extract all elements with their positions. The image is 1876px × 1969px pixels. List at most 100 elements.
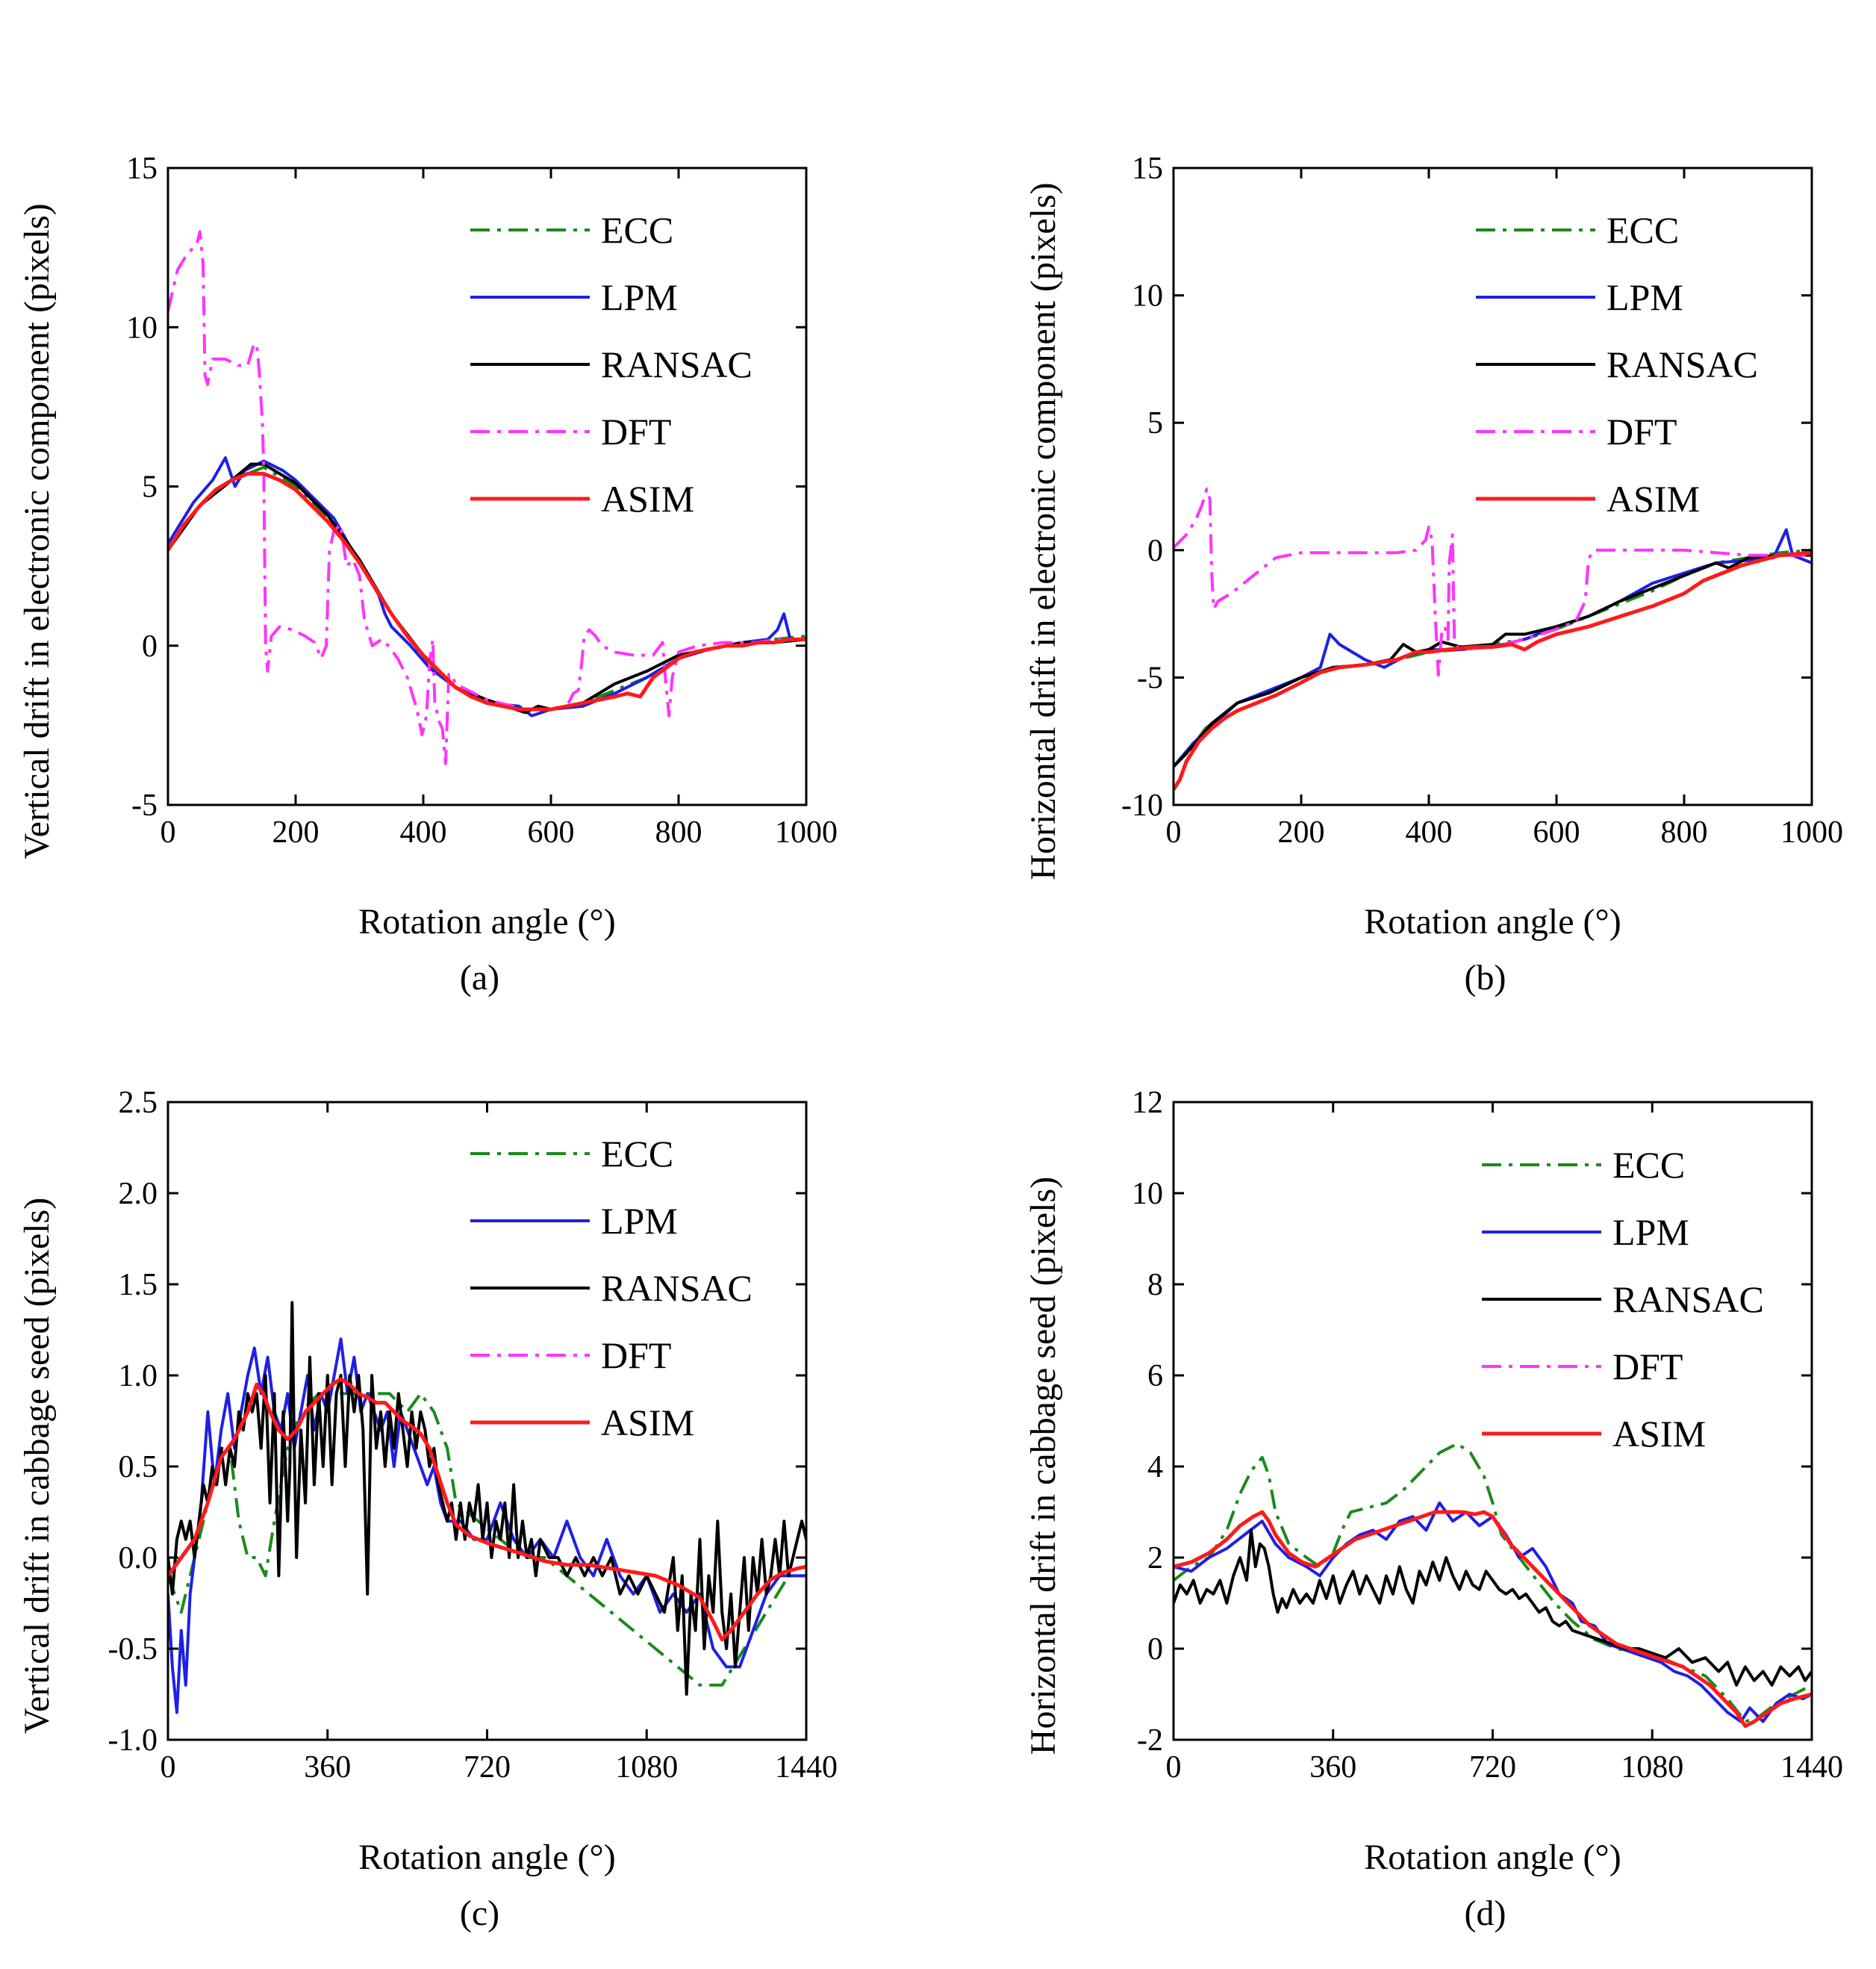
x-tick-label: 1440	[1780, 1750, 1843, 1785]
y-tick-label: 10	[126, 311, 158, 345]
y-tick-label: 0	[1147, 1632, 1163, 1667]
series-line-ecc	[1174, 1442, 1812, 1723]
legend-label-asim: ASIM	[1607, 478, 1700, 520]
x-axis-label: Rotation angle (°)	[358, 902, 615, 942]
y-tick-label: 0.0	[119, 1541, 158, 1575]
x-tick-label: 360	[304, 1750, 351, 1785]
series-group	[1174, 1442, 1812, 1729]
legend-label-asim: ASIM	[601, 1402, 694, 1443]
legend-label-ecc: ECC	[1607, 209, 1679, 251]
x-axis-label: Rotation angle (°)	[1364, 1838, 1621, 1877]
x-tick-label: 200	[1278, 815, 1325, 850]
y-tick-label: -10	[1121, 788, 1163, 823]
y-axis-label: Vertical drift in electronic component (…	[17, 203, 57, 859]
y-axis-label: Horizontal drift in electronic component…	[1023, 182, 1063, 880]
x-tick-label: 0	[1166, 815, 1182, 850]
y-axis-label: Vertical drift in cabbage seed (pixels)	[17, 1198, 57, 1734]
y-tick-label: 6	[1147, 1359, 1163, 1393]
series-line-dft	[1174, 487, 1812, 676]
x-tick-label: 200	[272, 815, 320, 850]
chart-panel-b: 0 200 400 600 800 1000 -10 -5 0 5 10 15 Rotation ang…	[1023, 152, 1843, 998]
chart-panel-c: 0 360 720 1080 1440 -1.0 -0.5 0.0 0.5 1.0 1.5 2.0 2.…	[17, 1086, 838, 1933]
x-tick-label: 800	[655, 815, 702, 850]
y-tick-label: 8	[1147, 1268, 1163, 1302]
series-line-ecc	[1174, 548, 1812, 768]
plot-frame	[1172, 167, 1813, 806]
x-tick-label: 720	[464, 1750, 511, 1785]
series-line-asim	[1174, 1510, 1812, 1729]
panel-caption: (b)	[1465, 958, 1506, 998]
y-tick-label: 2	[1147, 1541, 1163, 1575]
legend-label-dft: DFT	[1612, 1346, 1683, 1387]
y-tick-label: 4	[1147, 1450, 1163, 1484]
legend-label-lpm: LPM	[1612, 1211, 1689, 1253]
y-axis-label: Horizontal drift in cabbage seed (pixels…	[1023, 1177, 1063, 1755]
y-tick-label: 0.5	[119, 1450, 158, 1484]
x-tick-label: 720	[1469, 1750, 1516, 1785]
legend-label-lpm: LPM	[1607, 276, 1683, 318]
series-line-asim	[168, 471, 806, 712]
x-tick-label: 0	[1166, 1750, 1182, 1785]
series-line-asim	[1174, 550, 1812, 791]
x-tick-label: 1000	[775, 815, 838, 850]
y-tick-label: 10	[1132, 279, 1163, 314]
x-tick-label: 1000	[1780, 815, 1843, 850]
x-tick-label: 400	[400, 815, 447, 850]
legend-label-dft: DFT	[1607, 411, 1677, 452]
panel-caption: (d)	[1465, 1894, 1506, 1933]
y-tick-label: -5	[131, 788, 158, 823]
y-tick-label: 0	[1147, 534, 1163, 568]
series-line-ransac	[1174, 1528, 1812, 1687]
y-tick-label: 12	[1132, 1086, 1163, 1120]
series-line-ransac	[1174, 553, 1812, 768]
series-line-ecc	[168, 1392, 806, 1687]
series-group	[1174, 487, 1812, 791]
legend-label-ecc: ECC	[1612, 1144, 1685, 1186]
y-tick-label: 15	[126, 152, 158, 186]
y-tick-label: 15	[1132, 152, 1163, 186]
legend-label-dft: DFT	[601, 1334, 671, 1376]
series-line-lpm	[1174, 1501, 1812, 1723]
x-tick-label: 600	[1533, 815, 1580, 850]
y-tick-label: 1.5	[119, 1268, 158, 1302]
legend-label-ecc: ECC	[601, 209, 673, 251]
x-tick-label: 800	[1661, 815, 1708, 850]
x-tick-label: 0	[161, 1750, 176, 1785]
x-tick-label: 600	[528, 815, 575, 850]
plot-frame	[1172, 1101, 1813, 1741]
legend: ECC LPM RANSAC DFT ASIM	[1482, 1144, 1764, 1455]
legend: ECC LPM RANSAC DFT ASIM	[470, 1133, 752, 1443]
legend-label-asim: ASIM	[1612, 1413, 1706, 1455]
legend: ECC LPM RANSAC DFT ASIM	[1476, 209, 1758, 520]
y-tick-label: 1.0	[119, 1359, 158, 1393]
x-axis-label: Rotation angle (°)	[1364, 902, 1621, 942]
x-axis-label: Rotation angle (°)	[358, 1838, 615, 1877]
y-tick-label: 5	[142, 470, 158, 505]
y-tick-label: -0.5	[108, 1632, 158, 1667]
legend-label-ransac: RANSAC	[601, 1267, 752, 1309]
x-tick-label: 1440	[775, 1750, 838, 1785]
x-tick-label: 400	[1406, 815, 1453, 850]
y-tick-label: 5	[1147, 406, 1163, 441]
series-group	[168, 1301, 806, 1714]
legend-label-ecc: ECC	[601, 1133, 673, 1175]
x-tick-label: 360	[1309, 1750, 1356, 1785]
series-line-dft	[168, 230, 806, 765]
series-group	[168, 230, 806, 765]
legend-label-ransac: RANSAC	[1607, 343, 1758, 385]
legend-label-asim: ASIM	[601, 478, 694, 520]
legend-label-ransac: RANSAC	[1612, 1278, 1764, 1320]
y-tick-label: -1.0	[108, 1723, 158, 1758]
y-tick-label: -2	[1137, 1723, 1163, 1758]
legend-label-lpm: LPM	[601, 1200, 678, 1242]
legend: ECC LPM RANSAC DFT ASIM	[470, 209, 752, 520]
x-tick-label: 1080	[1621, 1750, 1683, 1785]
y-tick-label: 10	[1132, 1177, 1163, 1211]
legend-label-dft: DFT	[601, 411, 671, 452]
x-tick-label: 0	[161, 815, 176, 850]
series-line-asim	[168, 1377, 806, 1642]
panel-caption: (a)	[460, 958, 499, 998]
y-tick-label: 2.5	[119, 1086, 158, 1120]
